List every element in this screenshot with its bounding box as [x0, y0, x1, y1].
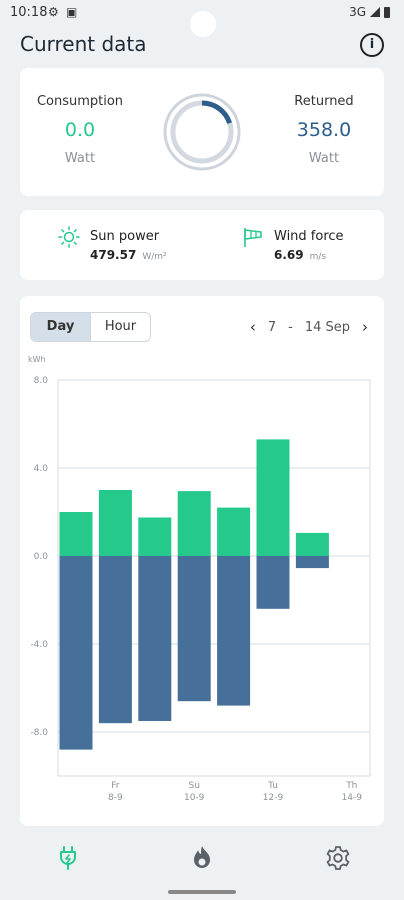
y-axis-unit: kWh [28, 355, 46, 364]
bar-positive [217, 507, 251, 556]
bar-negative [138, 556, 172, 721]
tab-hour[interactable]: Hour [104, 319, 137, 334]
power-ring-arc [170, 100, 234, 164]
power-ring-gauge [163, 93, 241, 171]
consumption-value: 0.0 [64, 119, 96, 141]
home-indicator [168, 890, 236, 894]
sun-power-label: Sun power [90, 229, 160, 244]
sun-power-unit: W/m² [142, 252, 167, 262]
returned-value: 358.0 [296, 119, 352, 141]
wind-force-label: Wind force [274, 229, 344, 244]
x-tick-day: Tu [267, 781, 278, 791]
returned-unit: Watt [308, 151, 340, 166]
range-separator: - [288, 319, 293, 335]
bar-negative [295, 556, 329, 569]
tab-day[interactable]: Day [31, 313, 91, 341]
y-tick-label: 8.0 [34, 376, 49, 386]
range-start: 7 [267, 319, 277, 335]
status-right: 3G [349, 5, 390, 19]
range-end: 14 Sep [304, 319, 350, 335]
bar-negative [59, 556, 93, 750]
page-title: Current data [20, 32, 147, 56]
wind-force-unit: m/s [309, 252, 327, 262]
bar-positive [138, 517, 172, 556]
returned-label: Returned [294, 94, 354, 109]
settings-status-icon: ⚙ [48, 5, 59, 19]
plug-icon[interactable] [54, 844, 82, 872]
energy-bar-chart: kWh 8.0 4.0 0.0 -4.0 -8.0 Fr 8-9 Su 10-9 Tu 12-9 Th 1… [28, 355, 371, 803]
gear-icon[interactable] [324, 844, 352, 872]
bar-negative [98, 556, 132, 724]
bar-positive [177, 491, 211, 556]
bar-positive [256, 439, 290, 556]
status-time: 10:18 [10, 5, 48, 20]
bottom-navigation [0, 828, 404, 900]
bar-negative [177, 556, 211, 702]
consumption-block: Consumption 0.0 Watt [20, 68, 140, 166]
sun-power-reading: 479.57 W/m² [90, 248, 167, 262]
sun-icon [58, 226, 80, 248]
chevron-left-icon[interactable]: ‹ [249, 318, 256, 336]
bar-negative [217, 556, 251, 706]
environment-card: Sun power 479.57 W/m² Wind force 6.69 m/s [20, 210, 384, 280]
period-toggle: Day Hour [30, 312, 151, 342]
x-tick-day: Fr [111, 781, 120, 791]
returned-block: Returned 358.0 Watt [264, 68, 384, 166]
bar-negative [256, 556, 290, 609]
y-tick-label: -8.0 [30, 728, 48, 738]
info-button[interactable]: i [360, 33, 384, 57]
windsock-icon [244, 228, 262, 247]
energy-card: Consumption 0.0 Watt Returned 358.0 Watt [20, 68, 384, 196]
x-tick-day: Su [188, 781, 199, 791]
chart-card: Day Hour ‹ 7 - 14 Sep › kWh 8.0 4.0 0.0 -4.0… [20, 296, 384, 826]
consumption-label: Consumption [36, 94, 124, 109]
flame-icon[interactable] [188, 844, 216, 872]
signal-icon [370, 7, 380, 17]
x-tick-date: 14-9 [342, 793, 363, 803]
consumption-unit: Watt [64, 151, 96, 166]
x-tick-date: 10-9 [184, 793, 205, 803]
bar-positive [59, 512, 93, 556]
x-tick-date: 8-9 [108, 793, 123, 803]
battery-icon [384, 6, 390, 18]
status-bar: 10:18 ⚙ ▣ 3G [0, 0, 404, 26]
date-range: ‹ 7 - 14 Sep › [250, 318, 368, 336]
x-tick-date: 12-9 [263, 793, 284, 803]
bar-positive [98, 490, 132, 556]
wind-force-reading: 6.69 m/s [274, 248, 326, 262]
x-tick-day: Th [345, 781, 357, 791]
y-tick-label: 4.0 [34, 464, 49, 474]
y-tick-label: 0.0 [34, 552, 49, 562]
sun-power-value: 479.57 [90, 248, 137, 262]
y-tick-label: -4.0 [30, 640, 48, 650]
camera-cutout [190, 11, 216, 37]
network-type: 3G [349, 5, 366, 19]
chevron-right-icon[interactable]: › [362, 318, 368, 336]
notification-status-icon: ▣ [66, 5, 78, 19]
bar-positive [295, 532, 329, 556]
wind-force-value: 6.69 [274, 248, 304, 262]
